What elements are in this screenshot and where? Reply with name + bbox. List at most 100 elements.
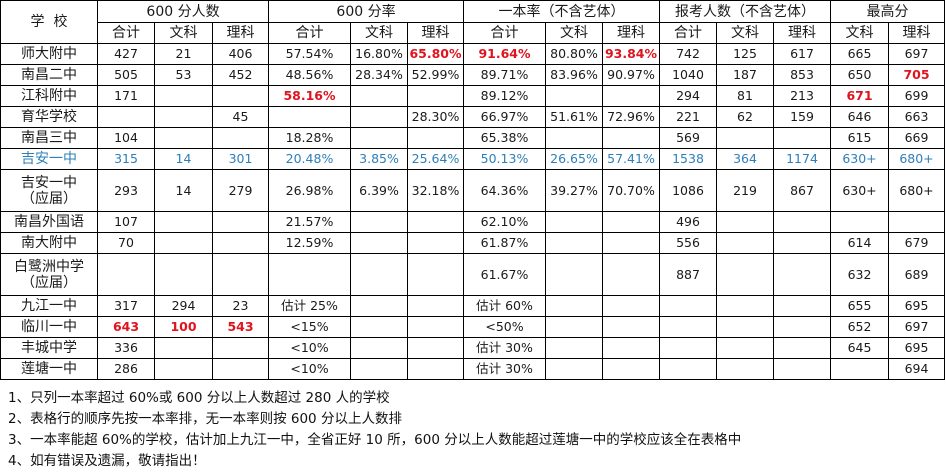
data-cell: 364 xyxy=(716,148,774,170)
data-cell xyxy=(716,358,774,380)
subheader-cell: 文科 xyxy=(545,22,603,44)
data-cell xyxy=(716,253,774,296)
header-group-600-rate: 600 分率 xyxy=(268,0,464,23)
data-cell: 655 xyxy=(830,295,889,317)
data-cell xyxy=(716,127,774,149)
subheader-cell: 文科 xyxy=(830,22,889,44)
data-cell: 39.27% xyxy=(545,169,603,212)
school-name-line2: （应届） xyxy=(21,274,77,291)
school-name: 南昌外国语 xyxy=(0,211,98,233)
data-cell: 65.80% xyxy=(407,43,464,65)
subheader-cell: 文科 xyxy=(350,22,408,44)
school-name: 江科附中 xyxy=(0,85,98,107)
data-cell xyxy=(545,211,603,233)
data-cell: 680+ xyxy=(888,169,945,212)
data-cell xyxy=(659,295,717,317)
data-cell: 632 xyxy=(830,253,889,296)
data-cell: 630+ xyxy=(830,148,889,170)
data-cell: 21 xyxy=(154,43,213,65)
data-cell xyxy=(716,316,774,338)
data-cell xyxy=(545,232,603,254)
subheader-cell: 理科 xyxy=(212,22,269,44)
table-row: 白鹭洲中学 （应届） 61.67% 887 632 689 xyxy=(0,253,945,296)
data-cell xyxy=(407,85,464,107)
data-cell xyxy=(212,127,269,149)
data-cell xyxy=(773,358,831,380)
data-cell: 21.57% xyxy=(268,211,351,233)
data-cell: 81 xyxy=(716,85,774,107)
data-cell: 62.10% xyxy=(463,211,546,233)
data-cell xyxy=(350,106,408,128)
data-cell xyxy=(154,106,213,128)
subheader-cell: 理科 xyxy=(407,22,464,44)
data-cell: 104 xyxy=(97,127,155,149)
data-cell xyxy=(407,358,464,380)
data-cell xyxy=(830,358,889,380)
footnote-2: 2、表格行的顺序先按一本率排，无一本率则按 600 分以上人数排 xyxy=(8,411,402,427)
data-cell xyxy=(545,127,603,149)
data-cell: 617 xyxy=(773,43,831,65)
table-row: 师大附中 427 21 406 57.54% 16.80% 65.80% 91.64% 80.8… xyxy=(0,43,945,65)
data-cell: 650 xyxy=(830,64,889,86)
data-cell: 70 xyxy=(97,232,155,254)
data-cell: 697 xyxy=(888,43,945,65)
school-name: 临川一中 xyxy=(0,316,98,338)
data-cell xyxy=(545,316,603,338)
data-cell: 6.39% xyxy=(350,169,408,212)
data-cell xyxy=(350,253,408,296)
data-cell: 452 xyxy=(212,64,269,86)
data-cell xyxy=(97,106,155,128)
data-cell: 估计 60% xyxy=(463,295,546,317)
data-cell xyxy=(154,85,213,107)
data-cell xyxy=(659,316,717,338)
data-cell: 286 xyxy=(97,358,155,380)
school-name: 育华学校 xyxy=(0,106,98,128)
data-cell xyxy=(602,253,660,296)
subheader-cell: 合计 xyxy=(97,22,155,44)
data-cell xyxy=(350,316,408,338)
data-cell: 293 xyxy=(97,169,155,212)
data-cell xyxy=(350,232,408,254)
data-cell: 23 xyxy=(212,295,269,317)
school-name: 吉安一中 xyxy=(0,148,98,170)
school-name: 南大附中 xyxy=(0,232,98,254)
header-group-top-score: 最高分 xyxy=(830,0,945,23)
data-cell: 125 xyxy=(716,43,774,65)
data-cell: 48.56% xyxy=(268,64,351,86)
data-cell: 91.64% xyxy=(463,43,546,65)
data-cell xyxy=(602,127,660,149)
data-cell: 652 xyxy=(830,316,889,338)
data-cell xyxy=(773,316,831,338)
data-cell: 646 xyxy=(830,106,889,128)
school-name: 莲塘一中 xyxy=(0,358,98,380)
data-cell: 12.59% xyxy=(268,232,351,254)
table-row: 丰城中学 336 <10% 估计 30% 645 695 xyxy=(0,337,945,359)
school-name-line1: 白鹭洲中学 xyxy=(14,258,84,275)
data-cell: <10% xyxy=(268,337,351,359)
data-cell xyxy=(212,337,269,359)
data-cell xyxy=(268,253,351,296)
data-cell: 427 xyxy=(97,43,155,65)
data-cell xyxy=(888,211,945,233)
data-cell: 57.54% xyxy=(268,43,351,65)
data-cell: 28.30% xyxy=(407,106,464,128)
data-cell: 1040 xyxy=(659,64,717,86)
data-cell: 679 xyxy=(888,232,945,254)
school-name: 吉安一中 （应届） xyxy=(0,169,98,212)
data-cell: 695 xyxy=(888,337,945,359)
data-cell xyxy=(716,337,774,359)
data-cell xyxy=(602,316,660,338)
data-cell: 187 xyxy=(716,64,774,86)
data-cell xyxy=(602,85,660,107)
data-cell xyxy=(407,295,464,317)
subheader-cell: 理科 xyxy=(773,22,831,44)
data-cell: 1538 xyxy=(659,148,717,170)
table-row: 吉安一中 （应届） 293 14 279 26.98% 6.39% 32.18% 64.36% 3… xyxy=(0,169,945,212)
table-body: 师大附中 427 21 406 57.54% 16.80% 65.80% 91.64% 80.8… xyxy=(0,43,945,380)
data-cell: 18.28% xyxy=(268,127,351,149)
data-cell: 3.85% xyxy=(350,148,408,170)
data-cell xyxy=(602,295,660,317)
school-stats-table: 学 校 600 分人数 600 分率 一本率（不含艺体） 报考人数（不含艺体） … xyxy=(0,0,945,380)
subheader-cell: 合计 xyxy=(463,22,546,44)
data-cell: 615 xyxy=(830,127,889,149)
